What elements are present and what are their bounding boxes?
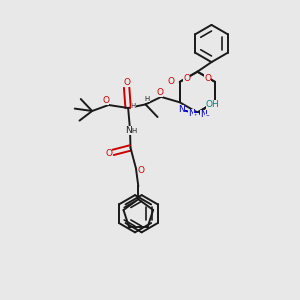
Text: N: N <box>178 105 184 114</box>
Text: N: N <box>200 110 206 119</box>
Text: H: H <box>144 96 150 102</box>
Text: N: N <box>188 109 194 118</box>
Text: OH: OH <box>206 100 219 109</box>
Text: O: O <box>123 78 130 87</box>
Text: O: O <box>156 88 163 97</box>
Text: O: O <box>204 74 211 83</box>
Text: O: O <box>102 96 109 105</box>
Text: H: H <box>130 103 136 109</box>
Text: N: N <box>125 126 132 135</box>
Text: O: O <box>168 77 175 86</box>
Text: $^-$: $^-$ <box>205 114 211 119</box>
Text: O: O <box>183 74 190 83</box>
Text: O: O <box>105 149 112 158</box>
Text: O: O <box>138 166 145 175</box>
Text: H: H <box>131 128 137 134</box>
Text: $^+$: $^+$ <box>193 113 199 118</box>
